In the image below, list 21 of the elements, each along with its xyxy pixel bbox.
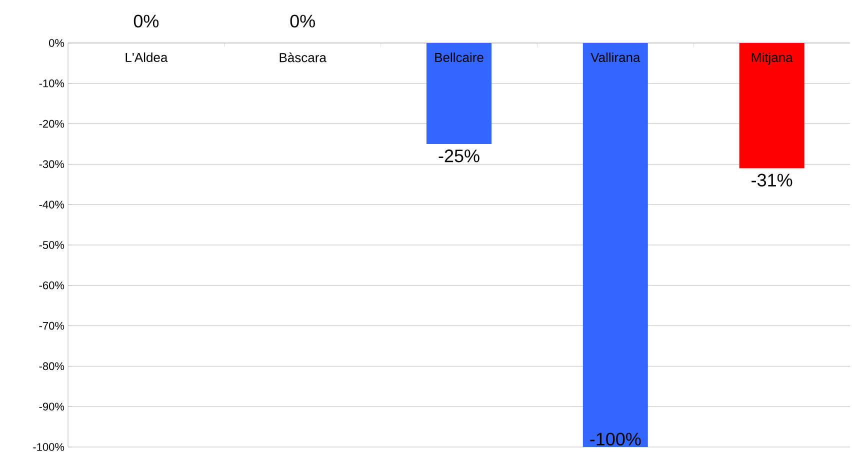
data-label: -25% xyxy=(438,150,480,162)
x-tick-label: Bellcaire xyxy=(435,52,484,62)
y-tick-label: -60% xyxy=(39,281,64,290)
y-tick-label: -70% xyxy=(39,322,64,330)
data-label: -100% xyxy=(590,432,641,446)
data-label: 0% xyxy=(134,14,159,28)
y-tick-label: -30% xyxy=(39,160,64,168)
x-tick-label: Vallirana xyxy=(590,52,640,62)
y-tick-label: -40% xyxy=(39,200,64,208)
data-label: -31% xyxy=(752,174,792,186)
y-tick-label: 0% xyxy=(49,39,64,47)
data-label: 0% xyxy=(290,14,315,28)
x-tick-label: Bàscara xyxy=(280,52,326,62)
y-tick-label: -50% xyxy=(39,241,64,249)
y-tick-label: -100% xyxy=(33,443,64,451)
y-tick-label: -90% xyxy=(39,402,64,410)
y-tick-label: -20% xyxy=(39,120,64,128)
y-tick-label: -80% xyxy=(39,362,64,370)
x-tick-label: L'Aldea xyxy=(126,52,168,62)
x-tick-label: Mitjana xyxy=(752,52,793,65)
y-tick-label: -10% xyxy=(39,79,64,88)
